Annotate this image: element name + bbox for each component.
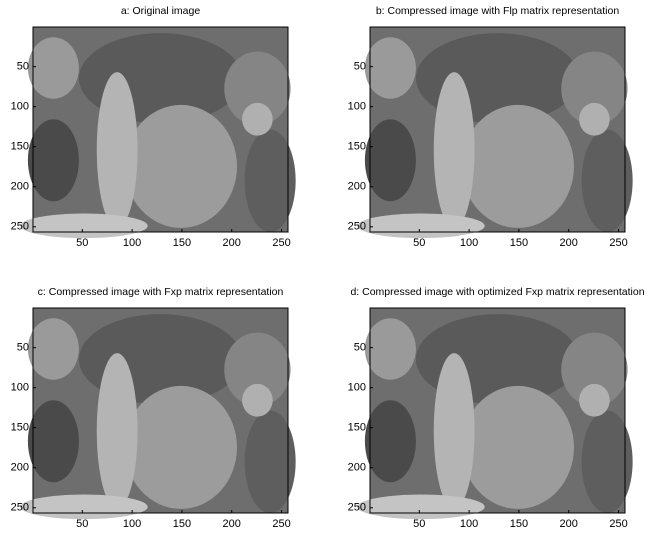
subplot: c: Compressed image with Fxp matrix repr… [11,286,296,530]
y-tick-label: 200 [348,181,366,193]
subplot: a: Original image 50 100 150 200 250 50 100 150 2… [11,5,296,249]
x-tick-label: 100 [123,518,141,530]
y-tick-label: 250 [348,221,366,233]
image-shape [434,72,475,228]
y-tick-label: 150 [348,141,366,153]
y-tick-label: 150 [11,422,29,434]
x-tick-label: 200 [560,237,578,249]
y-tick-label: 250 [348,502,366,514]
x-tick-label: 200 [560,518,578,530]
image-shape [125,386,237,509]
image-shape [365,400,416,482]
image-shape [28,318,79,380]
y-tick-label: 50 [17,342,29,354]
image [20,27,295,238]
x-tick-label: 200 [223,237,241,249]
y-tick-label: 50 [17,61,29,73]
x-tick-label: 250 [609,518,627,530]
x-tick-label: 200 [223,518,241,530]
image-shape [365,37,416,99]
x-tick-label: 50 [413,237,425,249]
subplot: b: Compressed image with Flp matrix repr… [348,5,633,249]
image-shape [462,386,574,509]
image [357,27,632,238]
image-shape [357,214,485,239]
x-tick-label: 50 [76,237,88,249]
image-shape [28,400,79,482]
image-shape [434,353,475,509]
x-tick-label: 150 [510,237,528,249]
y-tick-label: 100 [11,101,29,113]
y-tick-label: 50 [354,61,366,73]
x-tick-label: 50 [76,518,88,530]
subplot-title: a: Original image [121,5,201,17]
subplot-title: d: Compressed image with optimized Fxp m… [350,286,644,298]
image-shape [97,72,138,228]
image-shape [357,495,485,520]
x-tick-label: 100 [460,237,478,249]
image-shape [20,495,148,520]
image-shape [28,119,79,201]
subplot-title: b: Compressed image with Flp matrix repr… [376,5,620,17]
image-shape [462,105,574,228]
y-tick-label: 50 [354,342,366,354]
x-tick-label: 150 [173,518,191,530]
image-shape [365,318,416,380]
x-tick-label: 250 [272,518,290,530]
image [357,308,632,519]
figure: a: Original image 50 100 150 200 250 50 100 150 2… [0,0,672,535]
y-tick-label: 200 [11,462,29,474]
y-tick-label: 150 [348,422,366,434]
y-tick-label: 250 [11,221,29,233]
x-tick-label: 250 [272,237,290,249]
image-shape [579,103,610,136]
y-tick-label: 200 [11,181,29,193]
y-tick-label: 100 [348,101,366,113]
image-shape [125,105,237,228]
x-tick-label: 250 [609,237,627,249]
image-shape [242,384,273,417]
y-tick-label: 100 [348,382,366,394]
y-tick-label: 250 [11,502,29,514]
image-shape [365,119,416,201]
x-tick-label: 50 [413,518,425,530]
image-shape [20,214,148,239]
image-shape [28,37,79,99]
image-shape [242,103,273,136]
y-tick-label: 100 [11,382,29,394]
y-tick-label: 150 [11,141,29,153]
image [20,308,295,519]
x-tick-label: 150 [510,518,528,530]
x-tick-label: 100 [123,237,141,249]
image-shape [579,384,610,417]
y-tick-label: 200 [348,462,366,474]
x-tick-label: 100 [460,518,478,530]
image-shape [97,353,138,509]
subplot-title: c: Compressed image with Fxp matrix repr… [38,286,284,298]
x-tick-label: 150 [173,237,191,249]
subplot: d: Compressed image with optimized Fxp m… [348,286,645,530]
